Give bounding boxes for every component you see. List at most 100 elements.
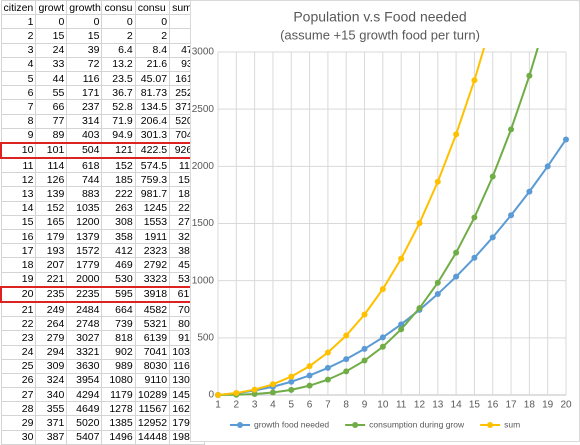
data-point	[251, 391, 258, 398]
cell: 77	[35, 113, 68, 129]
x-tick-label: 11	[396, 400, 407, 411]
data-point	[526, 72, 533, 79]
cell: 4649	[66, 401, 103, 417]
cell: 3954	[66, 372, 103, 389]
y-tick-label: 3000	[192, 47, 215, 58]
cell: 1385	[101, 415, 136, 431]
table-row: 12 126 744 185 759.3 1503	[0, 172, 205, 188]
cell: 1179	[101, 387, 136, 403]
table-row: 17 193 1572 412 2323 3895	[0, 243, 205, 259]
cell: 7	[0, 99, 37, 115]
cell: 126	[35, 172, 68, 188]
data-point	[343, 356, 350, 363]
data-point	[251, 386, 258, 393]
table-row: 6 55 171 36.7 81.73 252.7	[0, 85, 205, 101]
chart-title: Population v.s Food needed	[293, 9, 466, 25]
cell: 10	[0, 141, 37, 160]
cell: 13	[0, 186, 37, 202]
cell: 9110	[134, 372, 171, 389]
series-line	[217, 48, 486, 396]
data-point	[343, 332, 350, 339]
cell: 71.9	[101, 113, 136, 129]
cell: 1496	[101, 429, 136, 445]
cell: 744	[66, 172, 103, 188]
data-point	[361, 345, 368, 352]
cell: 206.4	[134, 113, 171, 129]
cell: 21.6	[134, 56, 171, 72]
cell: 45.07	[134, 70, 171, 87]
cell: 94.9	[101, 127, 136, 144]
data-point	[361, 357, 368, 364]
data-point	[453, 131, 460, 138]
cell: 39	[66, 42, 103, 58]
cell: 152	[101, 157, 136, 174]
cell: 15	[0, 214, 37, 231]
cell: 221	[35, 271, 68, 288]
cell: 2235	[66, 285, 103, 303]
cell: 8030	[134, 358, 171, 374]
cell: 2	[0, 28, 37, 44]
x-tick-label: 13	[432, 400, 444, 411]
legend-label: sum	[504, 419, 520, 429]
data-point	[508, 126, 515, 133]
cell: 5321	[134, 316, 171, 332]
cell: 114	[35, 157, 68, 174]
cell: 403	[66, 127, 103, 144]
series-line	[217, 138, 567, 396]
table-row: 20 235 2235 595 3918 6153	[0, 285, 206, 303]
cell: 2000	[66, 271, 103, 288]
cell: 1200	[66, 214, 103, 231]
data-point	[324, 364, 331, 371]
table-row: 29 371 5020 1385 12952 17972	[0, 415, 205, 431]
cell: 249	[35, 301, 68, 318]
legend-marker	[352, 422, 359, 428]
cell: growt	[35, 0, 68, 16]
cell: 989	[101, 358, 136, 374]
cell: 0	[134, 14, 171, 30]
x-tick-label: 7	[325, 400, 331, 411]
table-row: 28 355 4649 1278 11567 16216	[0, 401, 205, 417]
cell: 14448	[134, 429, 171, 445]
cell: 134.5	[134, 99, 171, 115]
x-tick-label: 10	[377, 400, 389, 411]
cell: 28	[0, 401, 37, 417]
cell: 11567	[134, 401, 171, 417]
cell: 1911	[134, 228, 171, 245]
cell: 207	[35, 257, 68, 273]
y-tick-label: 1000	[192, 275, 215, 286]
cell: 5020	[66, 415, 103, 431]
x-tick-label: 6	[307, 400, 313, 411]
cell: 902	[101, 344, 136, 360]
x-tick-label: 12	[414, 400, 426, 411]
spreadsheet: citizengrowtgrowthconsuconsusum100000215…	[0, 0, 206, 445]
table-row: 21 249 2484 664 4582 7066	[0, 301, 205, 318]
cell: 2484	[66, 301, 103, 318]
cell: 0	[35, 14, 68, 30]
data-point	[434, 178, 441, 185]
cell: 294	[35, 344, 68, 360]
cell: 152	[35, 200, 68, 216]
cell: 23.5	[101, 70, 136, 87]
cell: 355	[35, 401, 68, 417]
data-point	[489, 173, 496, 180]
cell: 33	[35, 56, 68, 72]
cell: 5407	[66, 429, 103, 445]
cell: 387	[35, 429, 68, 445]
table-row: 13 139 883 222 981.7 1865	[0, 186, 205, 202]
table-row: 5 44 116 23.5 45.07 161.1	[0, 70, 205, 87]
cell: 29	[0, 415, 37, 431]
cell: 7041	[134, 344, 171, 360]
cell: citizen	[0, 0, 37, 16]
cell: 1080	[101, 372, 136, 389]
data-point	[215, 392, 221, 398]
x-tick-label: 19	[542, 400, 554, 411]
y-tick-label: 1500	[192, 218, 215, 229]
cell: 1553	[134, 214, 171, 231]
data-point	[471, 214, 478, 221]
cell: 235	[35, 285, 68, 303]
cell: 14	[0, 200, 37, 216]
cell: 1245	[134, 200, 171, 216]
